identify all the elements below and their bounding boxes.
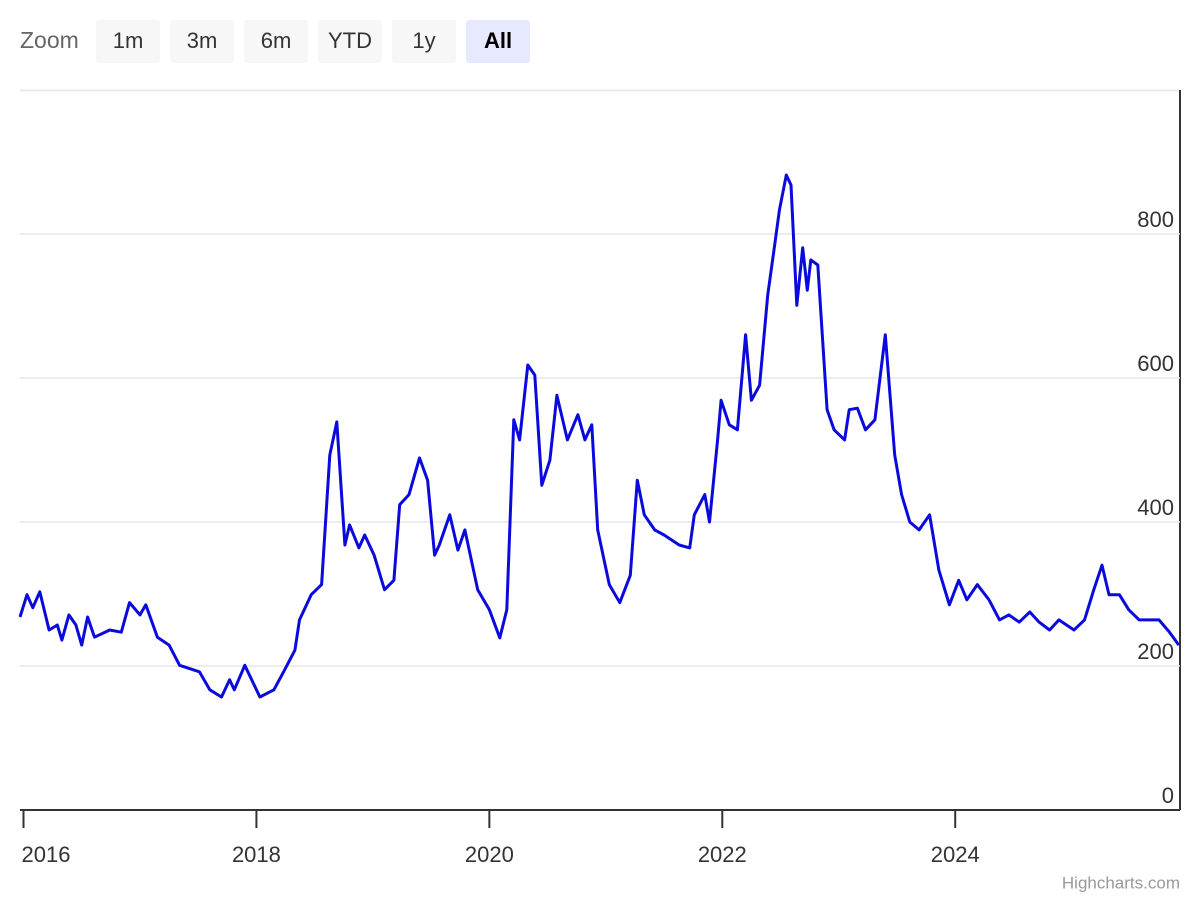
zoom-button[interactable] xyxy=(466,20,530,63)
zoom-label: Zoom xyxy=(20,27,79,53)
y-tick-label: 600 xyxy=(1137,351,1174,376)
zoom-button[interactable] xyxy=(244,20,308,63)
zoom-button-label[interactable]: 3m xyxy=(187,28,218,53)
zoom-button[interactable] xyxy=(170,20,234,63)
zoom-button[interactable] xyxy=(392,20,456,63)
zoom-button-label[interactable]: 1y xyxy=(412,28,435,53)
zoom-button[interactable] xyxy=(96,20,160,63)
zoom-button-label[interactable]: 1m xyxy=(113,28,144,53)
y-tick-label: 200 xyxy=(1137,639,1174,664)
x-tick-label: 2024 xyxy=(931,842,980,867)
credits: Highcharts.com xyxy=(1062,873,1180,892)
zoom-button[interactable] xyxy=(318,20,382,63)
y-tick-label: 400 xyxy=(1137,495,1174,520)
x-tick-label: 2022 xyxy=(698,842,747,867)
zoom-button-label[interactable]: YTD xyxy=(328,28,372,53)
y-tick-label: 800 xyxy=(1137,207,1174,232)
x-tick-label: 2016 xyxy=(22,842,71,867)
zoom-button-label[interactable]: All xyxy=(484,28,512,53)
y-tick-label: 0 xyxy=(1162,783,1174,808)
x-tick-label: 2020 xyxy=(465,842,514,867)
zoom-button-label[interactable]: 6m xyxy=(261,28,292,53)
price-line xyxy=(18,173,1181,699)
x-tick-label: 2018 xyxy=(232,842,281,867)
